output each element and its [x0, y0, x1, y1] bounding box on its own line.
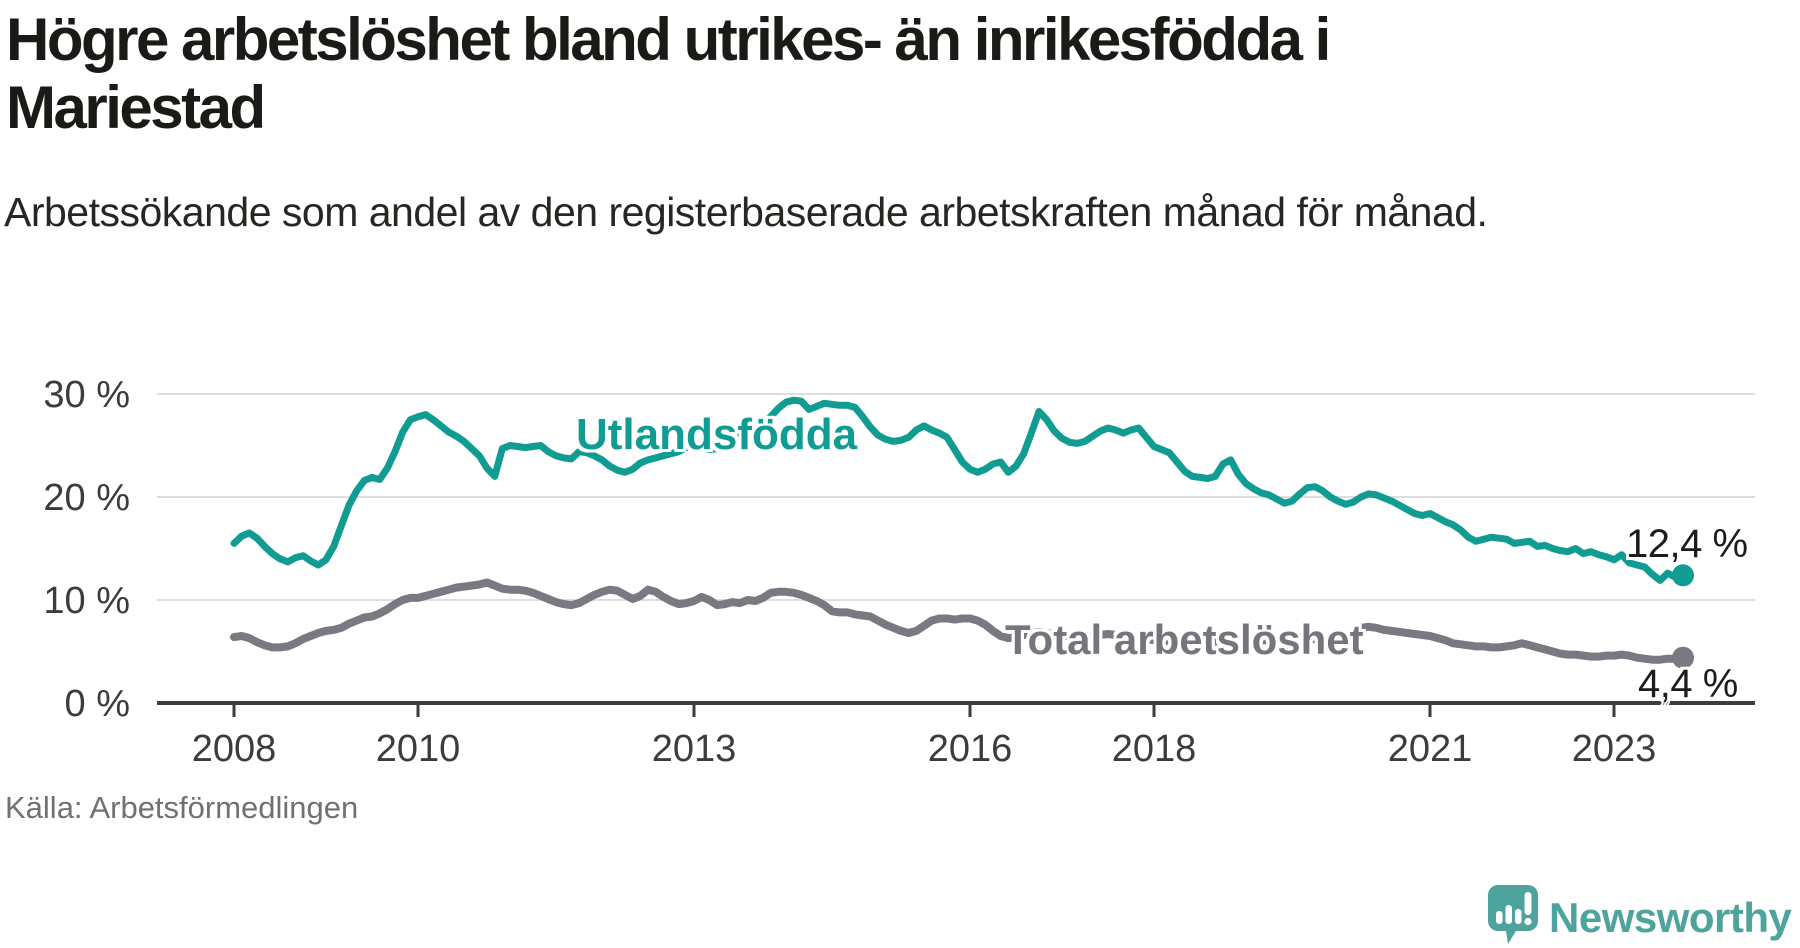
newsworthy-wordmark: Newsworthy	[1549, 893, 1792, 941]
x-axis-label-2013: 2013	[652, 728, 737, 770]
y-axis-label-20: 20 %	[43, 477, 130, 519]
y-axis-label-10: 10 %	[43, 580, 130, 622]
end-value-label-utlandsfodda: 12,4 %	[1626, 522, 1748, 566]
line-utlandsfodda	[230, 396, 1687, 584]
x-axis-label-2010: 2010	[376, 728, 461, 770]
source-note: Källa: Arbetsförmedlingen	[5, 790, 359, 825]
line-total-arbetsloshet	[230, 578, 1687, 664]
page-subtitle: Arbetssökande som andel av den registerb…	[4, 189, 1488, 235]
end-value-label-total: 4,4 %	[1638, 662, 1738, 706]
y-axis-label-0: 0 %	[65, 683, 130, 725]
end-dot-total-arbetsloshet	[1672, 646, 1694, 669]
x-axis-label-2016: 2016	[928, 728, 1013, 770]
page-title: Högre arbetslöshet bland utrikes- än inr…	[6, 6, 1331, 141]
series-label-utlandsfodda: Utlandsfödda	[576, 410, 858, 459]
series-label-total-arbetsloshet: Total arbetslöshet	[1005, 616, 1364, 663]
x-axis-label-2018: 2018	[1112, 728, 1197, 770]
x-axis-label-2021: 2021	[1388, 728, 1473, 770]
newsworthy-icon	[1487, 884, 1539, 948]
newsworthy-logo: Newsworthy	[1487, 884, 1792, 948]
x-axis-label-2023: 2023	[1572, 728, 1657, 770]
x-axis-label-2008: 2008	[192, 728, 277, 770]
y-axis-label-30: 30 %	[43, 374, 130, 416]
end-dot-utlandsfodda	[1672, 564, 1694, 587]
